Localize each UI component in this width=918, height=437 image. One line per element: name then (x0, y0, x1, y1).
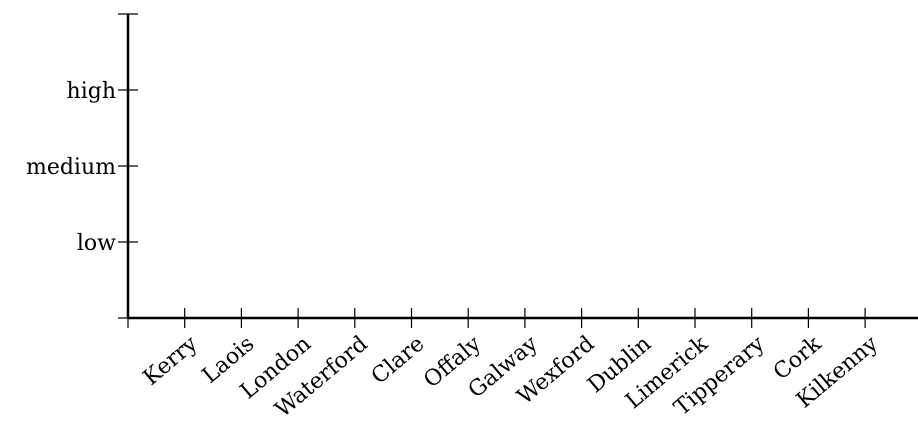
y-tick-label-low: low (77, 231, 116, 256)
x-tick-label-clare: Clare (367, 331, 429, 389)
y-tick-label-medium: medium (26, 155, 116, 180)
y-tick-label-high: high (67, 79, 116, 104)
x-axis: KerryLaoisLondonWaterfordClareOffalyGalw… (127, 308, 918, 423)
y-axis: low medium high (26, 13, 138, 319)
x-tick-label-kerry: Kerry (139, 331, 203, 391)
